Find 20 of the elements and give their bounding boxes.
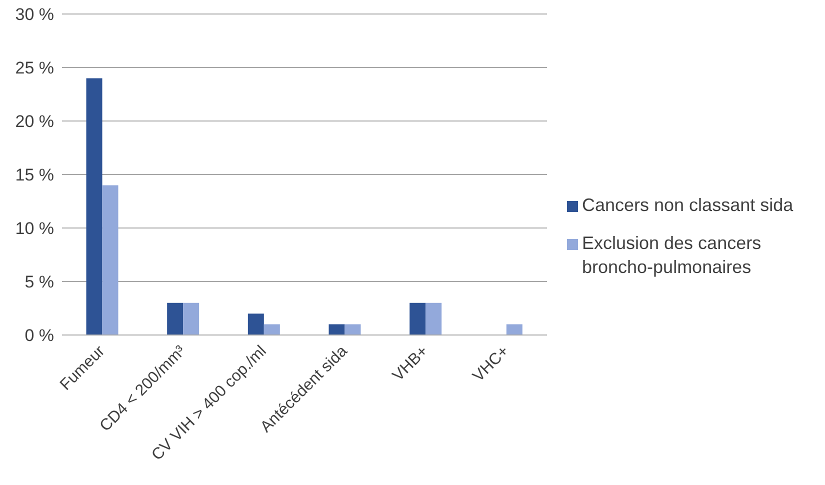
y-tick-label: 0 % — [24, 326, 54, 346]
y-tick-label: 10 % — [15, 219, 54, 238]
bar — [183, 302, 200, 335]
bar — [344, 324, 361, 335]
bar — [264, 324, 280, 335]
bar — [426, 302, 442, 335]
bar — [86, 78, 102, 335]
y-tick-label: 15 % — [15, 166, 54, 185]
y-tick-label: 20 % — [15, 112, 54, 132]
bar — [102, 185, 118, 335]
y-tick-label: 5 % — [24, 272, 54, 292]
bar — [248, 314, 264, 335]
legend-label: Exclusion des cancers broncho-pulmonaires — [582, 232, 762, 278]
legend-label: Cancers non classant sida — [582, 194, 794, 216]
y-tick-label: 30 % — [15, 5, 54, 24]
bar — [167, 302, 184, 335]
y-tick-label: 25 % — [15, 58, 54, 78]
bar — [506, 324, 522, 335]
bar — [410, 302, 426, 335]
bar — [328, 324, 345, 335]
